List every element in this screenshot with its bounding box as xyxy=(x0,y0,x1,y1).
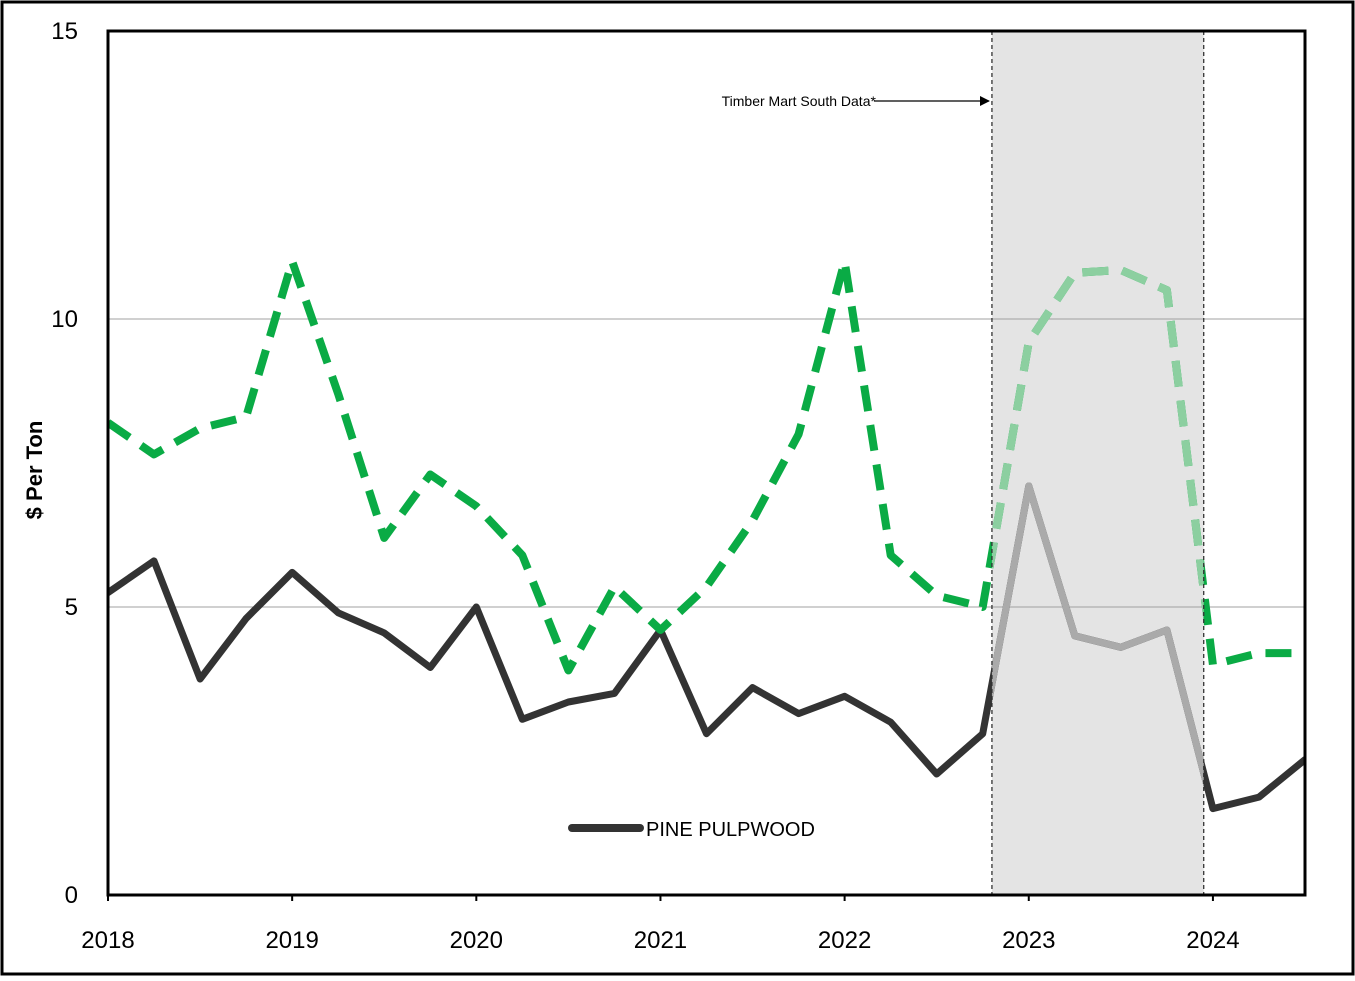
x-tick-label: 2019 xyxy=(265,927,318,954)
x-tick-label: 2023 xyxy=(1002,927,1055,954)
plot-area-border xyxy=(106,29,1307,897)
series-line-faded-1 xyxy=(991,266,1204,623)
axes: 2018 2019 2020 2021 2022 2023 2024 0 5 10 15 xyxy=(51,18,1239,954)
y-tick-label: 10 xyxy=(51,306,78,333)
x-tick-label: 2022 xyxy=(818,927,871,954)
series-faded-group-1 xyxy=(991,266,1204,623)
annotation-text: Timber Mart South Data* xyxy=(722,93,877,109)
x-tick-label: 2018 xyxy=(81,927,134,954)
x-tick-label: 2024 xyxy=(1186,927,1239,954)
y-tick-label: 0 xyxy=(65,882,78,909)
y-tick-label: 15 xyxy=(51,18,78,45)
legend-label: PINE PULPWOOD xyxy=(646,819,815,841)
y-tick-label: 5 xyxy=(65,594,78,621)
x-tick-label: 2020 xyxy=(450,927,503,954)
series-line-faded-0 xyxy=(991,482,1204,787)
legend: PINE PULPWOOD xyxy=(568,819,815,841)
series-layer xyxy=(108,257,1305,813)
gridlines xyxy=(108,318,1305,608)
annotation-layer: Timber Mart South Data* xyxy=(722,31,1205,895)
y-axis-label: $ Per Ton xyxy=(22,421,47,520)
shaded-region-layer xyxy=(991,31,1204,895)
series-faded-group-0 xyxy=(991,482,1204,787)
x-tick-label: 2021 xyxy=(634,927,687,954)
shaded-region xyxy=(991,31,1204,895)
